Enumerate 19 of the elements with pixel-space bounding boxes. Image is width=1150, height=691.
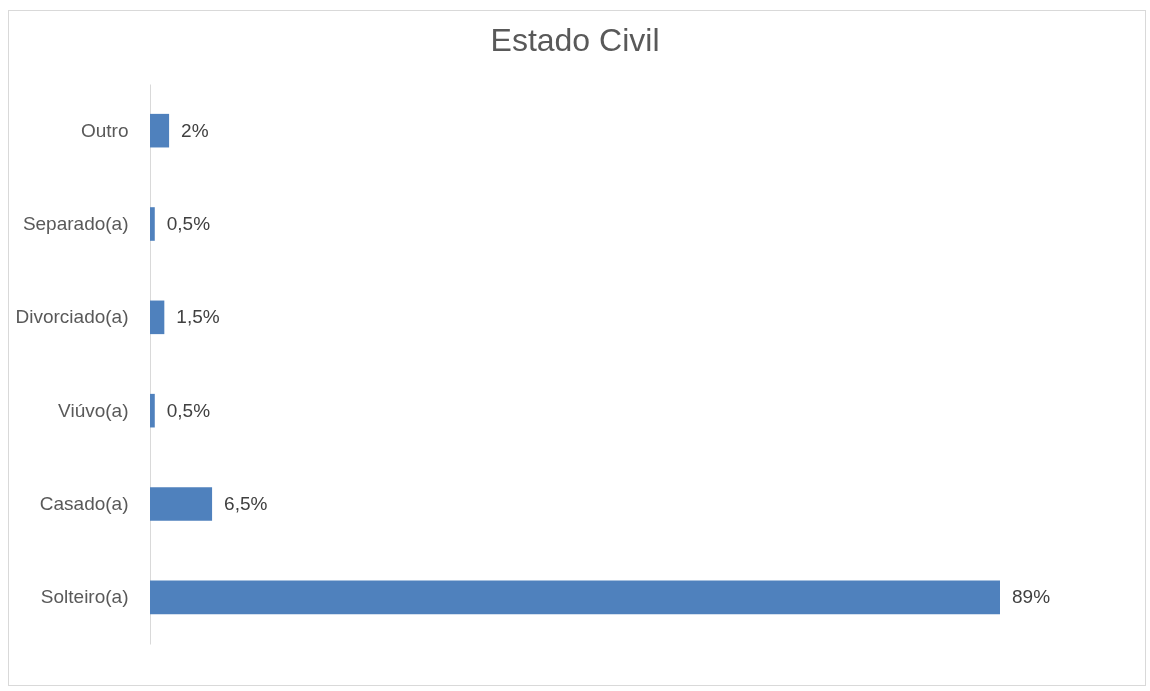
bar [150,113,170,148]
y-tick-label: Divorciado(a) [15,306,129,328]
bar [150,300,165,335]
bar [150,580,1000,615]
data-label: 1,5% [176,306,220,328]
bar [150,487,213,521]
bar [150,207,155,241]
data-label: 0,5% [166,399,211,421]
data-label: 2% [181,119,209,141]
y-tick-label: Separado(a) [22,213,129,234]
y-tick-label: Viúvo(a) [58,399,129,421]
y-tick-label: Outro [80,119,129,141]
data-label: 89% [1012,586,1051,608]
bar [150,393,155,428]
data-label: 0,5% [166,213,211,234]
y-tick-label: Solteiro(a) [40,586,129,608]
y-tick-label: Casado(a) [39,493,129,514]
chart-title: Estado Civil [490,22,660,58]
data-label: 6,5% [224,493,268,514]
